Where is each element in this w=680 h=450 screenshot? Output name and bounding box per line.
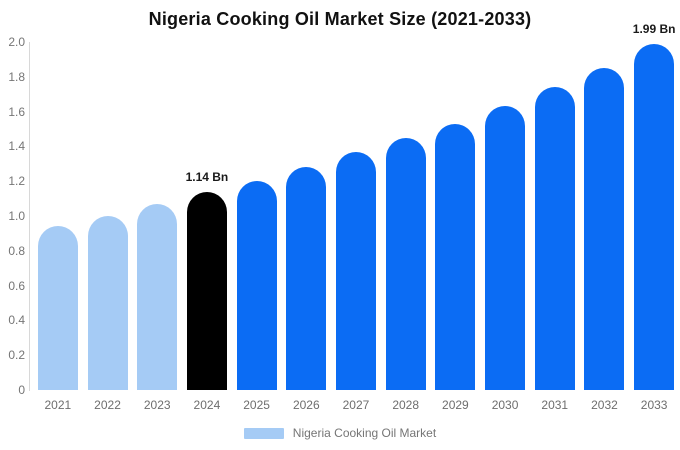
bar-2032	[584, 68, 625, 390]
y-tick-label: 1.0	[8, 209, 25, 223]
x-tick-label-2027: 2027	[342, 398, 370, 412]
y-axis-line	[29, 42, 30, 391]
bar-2033	[634, 43, 675, 390]
y-tick-label: 0	[18, 383, 25, 397]
bar-2029	[435, 123, 476, 390]
value-label-2024: 1.14 Bn	[185, 169, 229, 184]
bar-2024	[186, 191, 227, 390]
y-tick-label: 1.4	[8, 139, 25, 154]
y-tick-label: 0.8	[8, 243, 25, 258]
x-tick-label-2025: 2025	[243, 398, 270, 412]
y-tick-label: 0.4	[8, 313, 25, 328]
x-tick-label-2026: 2026	[292, 398, 320, 412]
y-tick-label: 0.6	[8, 278, 25, 293]
bar-2031	[534, 87, 575, 390]
legend-label: Nigeria Cooking Oil Market	[292, 426, 437, 440]
x-tick-label-2022: 2022	[94, 398, 121, 412]
chart-title: Nigeria Cooking Oil Market Size (2021-20…	[148, 9, 532, 29]
x-tick-label-2030: 2030	[491, 398, 519, 412]
bar-2022	[87, 216, 128, 390]
y-tick-label: 1.8	[8, 69, 25, 84]
y-tick-label: 2.0	[8, 35, 25, 49]
value-label-2033: 1.99 Bn	[632, 21, 676, 36]
x-tick-label-2029: 2029	[442, 398, 469, 412]
bar-2026	[286, 167, 327, 390]
y-tick-label: 1.2	[8, 174, 25, 189]
y-tick-label: 1.6	[8, 104, 25, 119]
x-tick-label-2031: 2031	[541, 398, 569, 412]
bar-2023	[137, 203, 178, 390]
x-tick-label-2033: 2033	[640, 398, 668, 412]
x-tick-label-2023: 2023	[143, 398, 171, 412]
y-tick-label: 0.2	[8, 348, 25, 363]
x-tick-label-2024: 2024	[193, 398, 221, 412]
x-tick-label-2021: 2021	[44, 398, 72, 412]
x-tick-label-2028: 2028	[392, 398, 420, 412]
bar-2021	[37, 226, 78, 390]
legend: Nigeria Cooking Oil Market	[0, 426, 680, 440]
bar-2030	[485, 106, 526, 390]
bar-2025	[236, 181, 277, 390]
bar-2027	[336, 151, 376, 390]
x-tick-label-2032: 2032	[591, 398, 618, 412]
bar-2028	[385, 137, 426, 390]
legend-swatch	[243, 427, 284, 439]
